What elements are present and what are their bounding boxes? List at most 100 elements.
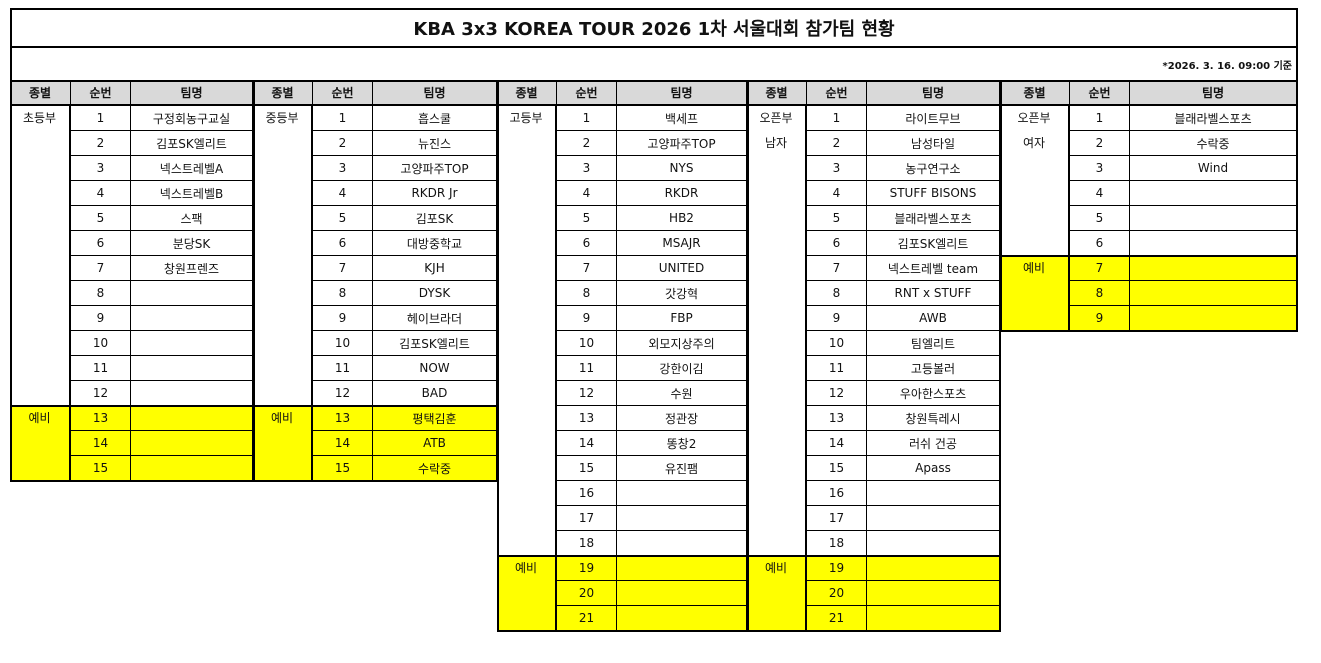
team-name: 고등볼러 bbox=[867, 356, 1000, 381]
reserve-team-name bbox=[617, 556, 747, 581]
reserve-number: 13 bbox=[71, 406, 131, 431]
team-name bbox=[617, 506, 747, 531]
team-number: 4 bbox=[71, 181, 131, 206]
reserve-team-name bbox=[1130, 256, 1297, 281]
header-team: 팀명 bbox=[373, 81, 497, 106]
team-name bbox=[867, 506, 1000, 531]
team-number: 9 bbox=[71, 306, 131, 331]
team-number: 17 bbox=[807, 506, 867, 531]
team-name: 스팩 bbox=[131, 206, 253, 231]
team-number: 8 bbox=[557, 281, 617, 306]
as-of-timestamp: *2026. 3. 16. 09:00 기준 bbox=[10, 46, 1298, 82]
team-number: 18 bbox=[807, 531, 867, 556]
team-number: 6 bbox=[71, 231, 131, 256]
team-name: 김포SK엘리트 bbox=[373, 331, 497, 356]
page-title: KBA 3x3 KOREA TOUR 2026 1차 서울대회 참가팀 현황 bbox=[10, 8, 1298, 48]
team-number: 13 bbox=[557, 406, 617, 431]
reserve-team-name bbox=[131, 456, 253, 481]
reserve-label: 예비 bbox=[764, 561, 788, 575]
team-number: 8 bbox=[313, 281, 373, 306]
team-name: 유진팸 bbox=[617, 456, 747, 481]
team-number: 17 bbox=[557, 506, 617, 531]
reserve-team-name bbox=[867, 581, 1000, 606]
team-number: 3 bbox=[557, 156, 617, 181]
header-division: 종별 bbox=[497, 81, 557, 106]
reserve-number: 20 bbox=[807, 581, 867, 606]
reserve-number: 9 bbox=[1070, 306, 1130, 331]
team-name: Apass bbox=[867, 456, 1000, 481]
team-number: 14 bbox=[807, 431, 867, 456]
reserve-team-name: 수락중 bbox=[373, 456, 497, 481]
header-number: 순번 bbox=[1070, 81, 1130, 106]
team-number: 16 bbox=[557, 481, 617, 506]
reserve-number: 21 bbox=[557, 606, 617, 631]
reserve-number: 13 bbox=[313, 406, 373, 431]
team-name: 분당SK bbox=[131, 231, 253, 256]
team-name: 외모지상주의 bbox=[617, 331, 747, 356]
team-number: 1 bbox=[1070, 106, 1130, 131]
team-number: 10 bbox=[71, 331, 131, 356]
header-division: 종별 bbox=[747, 81, 807, 106]
team-name: RKDR Jr bbox=[373, 181, 497, 206]
division-cell: 초등부 bbox=[10, 106, 71, 406]
team-name: STUFF BISONS bbox=[867, 181, 1000, 206]
team-number: 11 bbox=[71, 356, 131, 381]
team-name: 김포SK엘리트 bbox=[131, 131, 253, 156]
reserve-division-cell: 예비 bbox=[253, 406, 313, 481]
header-number: 순번 bbox=[807, 81, 867, 106]
team-number: 5 bbox=[1070, 206, 1130, 231]
reserve-number: 15 bbox=[71, 456, 131, 481]
team-number: 6 bbox=[807, 231, 867, 256]
team-name bbox=[867, 481, 1000, 506]
team-number: 2 bbox=[557, 131, 617, 156]
reserve-number: 14 bbox=[313, 431, 373, 456]
header-division: 종별 bbox=[1000, 81, 1070, 106]
team-number: 4 bbox=[557, 181, 617, 206]
team-number: 12 bbox=[807, 381, 867, 406]
team-name: UNITED bbox=[617, 256, 747, 281]
header-team: 팀명 bbox=[617, 81, 747, 106]
team-number: 11 bbox=[313, 356, 373, 381]
team-number: 5 bbox=[557, 206, 617, 231]
reserve-team-name bbox=[131, 406, 253, 431]
team-name: 고양파주TOP bbox=[617, 131, 747, 156]
team-number: 5 bbox=[313, 206, 373, 231]
reserve-label: 예비 bbox=[514, 561, 538, 575]
team-number: 10 bbox=[557, 331, 617, 356]
team-number: 1 bbox=[71, 106, 131, 131]
team-name: 고양파주TOP bbox=[373, 156, 497, 181]
division-label: 여자 bbox=[1022, 136, 1046, 150]
team-name: NOW bbox=[373, 356, 497, 381]
header-number: 순번 bbox=[313, 81, 373, 106]
team-name: 백세프 bbox=[617, 106, 747, 131]
division-label: 남자 bbox=[764, 136, 788, 150]
team-number: 7 bbox=[313, 256, 373, 281]
reserve-number: 21 bbox=[807, 606, 867, 631]
team-name: HB2 bbox=[617, 206, 747, 231]
reserve-team-name bbox=[617, 606, 747, 631]
team-name bbox=[131, 281, 253, 306]
reserve-number: 19 bbox=[807, 556, 867, 581]
team-number: 4 bbox=[1070, 181, 1130, 206]
team-number: 3 bbox=[807, 156, 867, 181]
team-name: 헤이브라더 bbox=[373, 306, 497, 331]
team-number: 11 bbox=[807, 356, 867, 381]
team-name: MSAJR bbox=[617, 231, 747, 256]
team-number: 18 bbox=[557, 531, 617, 556]
team-number: 3 bbox=[71, 156, 131, 181]
team-number: 12 bbox=[71, 381, 131, 406]
header-team: 팀명 bbox=[131, 81, 253, 106]
reserve-division-cell: 예비 bbox=[10, 406, 71, 481]
reserve-team-name bbox=[1130, 306, 1297, 331]
team-number: 12 bbox=[313, 381, 373, 406]
reserve-team-name bbox=[867, 556, 1000, 581]
team-name: 우아한스포츠 bbox=[867, 381, 1000, 406]
team-name bbox=[131, 356, 253, 381]
reserve-label: 예비 bbox=[270, 411, 294, 425]
team-name: 수원 bbox=[617, 381, 747, 406]
team-number: 16 bbox=[807, 481, 867, 506]
header-number: 순번 bbox=[557, 81, 617, 106]
division-label: 중등부 bbox=[265, 111, 299, 125]
team-name: KJH bbox=[373, 256, 497, 281]
team-name: 넥스트레벨 team bbox=[867, 256, 1000, 281]
